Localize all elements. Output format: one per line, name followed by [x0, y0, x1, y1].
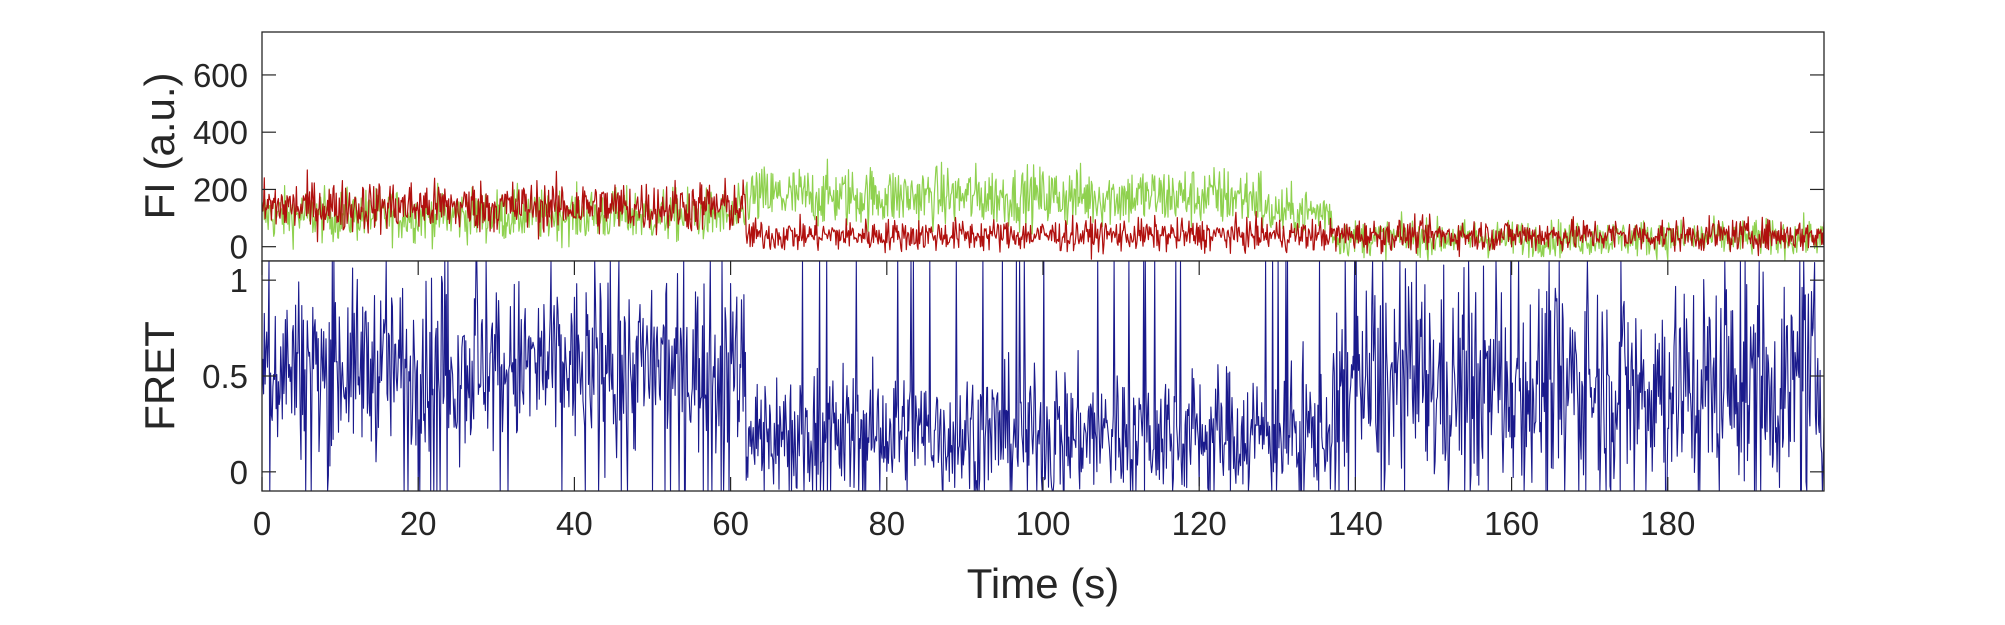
x-tick-label: 80 — [868, 505, 905, 542]
fluorescence-panel: 0 200 400 600 FI (a.u.) — [136, 31, 1825, 266]
x-axis-label: Time (s) — [967, 560, 1119, 607]
x-tick-label: 140 — [1328, 505, 1383, 542]
y-tick-label: 1 — [230, 262, 248, 299]
y-tick-label: 0 — [230, 454, 248, 491]
fluorescence-y-axis-label: FI (a.u.) — [136, 72, 183, 219]
fret-y-axis-label: FRET — [136, 321, 183, 431]
fret-axes-box — [261, 260, 1825, 492]
x-tick-label: 120 — [1172, 505, 1227, 542]
fret-x-ticks: 0 20 40 60 80 100 120 140 160 180 — [253, 261, 1695, 542]
fret-panel: 00.51 0 20 40 60 80 100 120 140 160 180 FRET Time… — [136, 260, 1825, 607]
fluorescence-trace-0 — [262, 158, 1824, 261]
x-tick-label: 160 — [1484, 505, 1539, 542]
x-tick-label: 40 — [556, 505, 593, 542]
x-tick-label: 20 — [400, 505, 437, 542]
x-tick-label: 100 — [1015, 505, 1070, 542]
fret-trace-0 — [262, 261, 1824, 491]
fluorescence-series-group — [262, 158, 1824, 261]
y-tick-label: 400 — [193, 114, 248, 151]
fret-series-group — [262, 261, 1824, 491]
x-tick-label: 0 — [253, 505, 271, 542]
y-tick-label: 0 — [230, 229, 248, 266]
y-tick-label: 600 — [193, 57, 248, 94]
x-tick-label: 60 — [712, 505, 749, 542]
y-tick-label: 200 — [193, 171, 248, 208]
y-tick-label: 0.5 — [202, 358, 248, 395]
fluorescence-y-ticks: 0 200 400 600 — [193, 57, 1824, 266]
x-tick-label: 180 — [1640, 505, 1695, 542]
fluorescence-trace-1 — [262, 169, 1824, 260]
fret-y-ticks: 00.51 — [202, 262, 1824, 491]
